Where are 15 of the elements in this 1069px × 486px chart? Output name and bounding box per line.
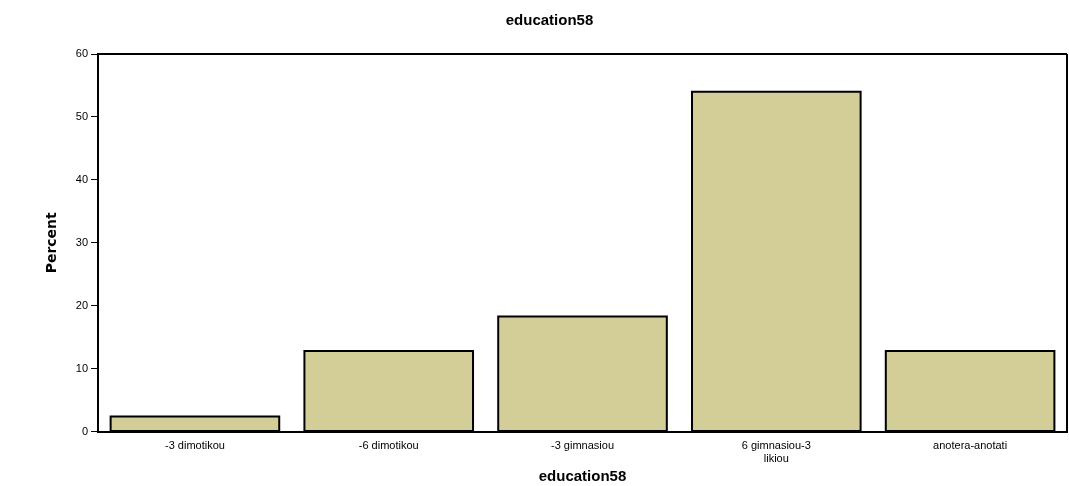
chart-title: education58 xyxy=(505,11,594,29)
y-tick-label: 10 xyxy=(75,361,89,374)
y-tick-label: 20 xyxy=(75,298,89,311)
y-tick-label: 40 xyxy=(75,172,89,185)
y-tick-label: 30 xyxy=(75,235,89,248)
y-tick-label: 0 xyxy=(81,424,89,437)
x-tick-label: -3 dimotikou xyxy=(164,439,225,452)
y-tick-label: 60 xyxy=(75,47,89,60)
x-tick-label: anotera-anotati xyxy=(933,439,1008,452)
x-tick-label: 6 gimnasiou-3 likiou xyxy=(741,439,811,465)
x-axis-title: education58 xyxy=(538,467,627,485)
y-tick-label: 50 xyxy=(75,109,89,122)
x-tick-label: -6 dimotikou xyxy=(358,439,419,452)
y-axis-title: Percent xyxy=(43,211,60,274)
x-tick-label: -3 gimnasiou xyxy=(551,439,615,452)
